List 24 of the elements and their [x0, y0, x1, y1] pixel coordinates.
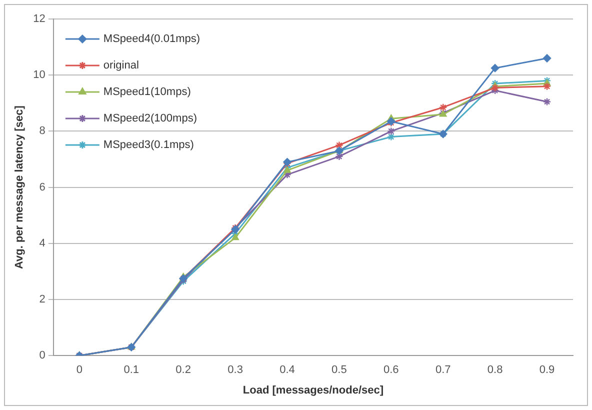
- legend-label: original: [103, 60, 139, 72]
- y-tick-label: 2: [39, 294, 46, 306]
- y-tick-label: 0: [39, 350, 46, 362]
- legend-label: MSpeed1(10mps): [103, 86, 191, 98]
- y-axis-title: Avg. per message latency [sec]: [14, 105, 26, 270]
- y-tick-label: 4: [39, 237, 46, 250]
- legend-label: MSpeed3(0.1mps): [103, 139, 194, 152]
- x-tick-label: 0: [76, 364, 82, 376]
- y-tick-label: 12: [33, 13, 46, 26]
- x-tick-label: 0.1: [124, 364, 140, 376]
- x-tick-label: 0.8: [487, 364, 503, 376]
- x-tick-label: 0.7: [435, 364, 451, 376]
- x-axis-title: Load [messages/node/sec]: [242, 384, 384, 396]
- x-tick-label: 0.4: [280, 364, 295, 376]
- y-tick-label: 6: [39, 181, 46, 194]
- x-tick-label: 0.6: [384, 364, 399, 376]
- legend-label: MSpeed2(100mps): [103, 112, 197, 125]
- x-tick-label: 0.2: [176, 364, 191, 376]
- y-tick-label: 10: [33, 69, 46, 82]
- y-tick-label: 8: [39, 125, 46, 138]
- legend-label: MSpeed4(0.01mps): [103, 33, 200, 46]
- x-tick-label: 0.9: [539, 364, 555, 376]
- x-tick-label: 0.5: [332, 364, 347, 376]
- x-tick-label: 0.3: [228, 364, 243, 376]
